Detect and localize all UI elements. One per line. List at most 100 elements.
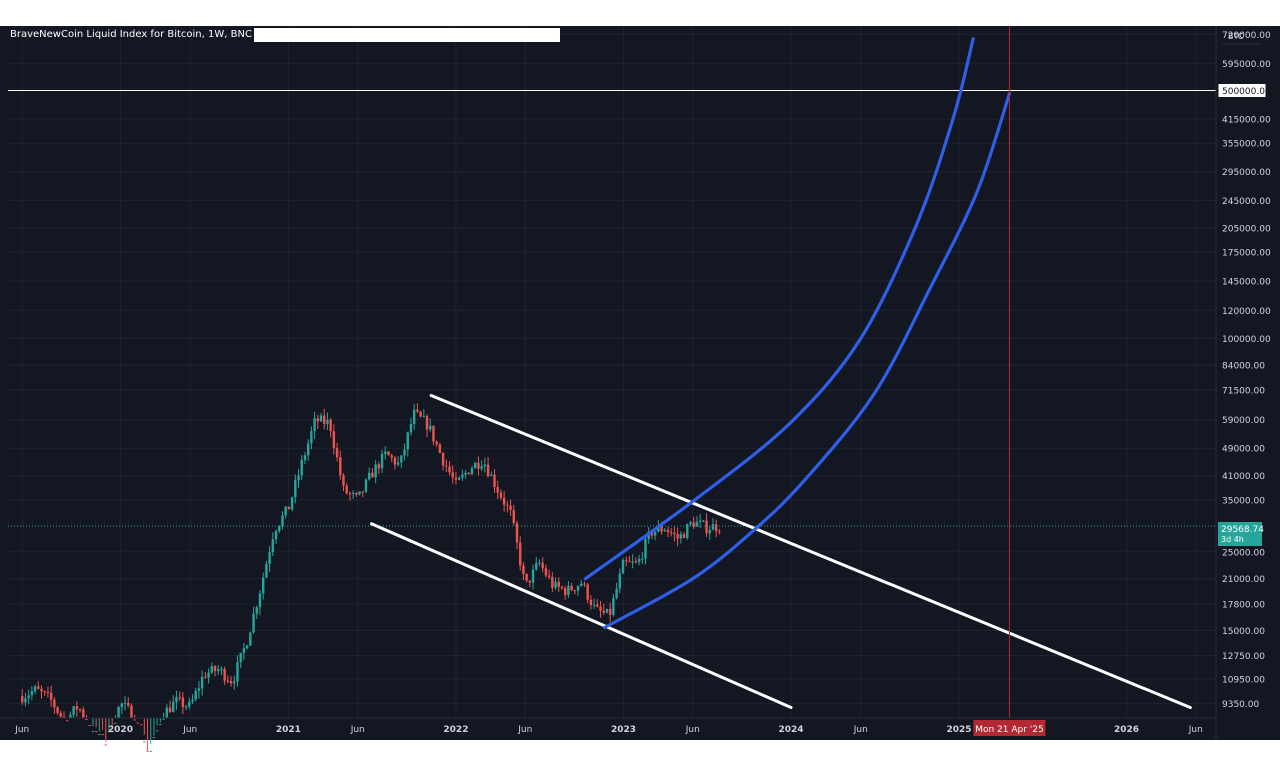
candle-body [496, 487, 499, 493]
candle-body [628, 561, 631, 563]
candle-body [43, 691, 46, 693]
price-tick-label: 84000.00 [1222, 362, 1265, 372]
candle-body [117, 706, 120, 718]
candle-body [612, 598, 615, 615]
candle-body [692, 522, 695, 527]
candle-body [175, 697, 178, 702]
price-tick-label: 100000.00 [1222, 335, 1271, 345]
candle-body [429, 425, 432, 430]
candle-body [618, 573, 622, 589]
candle-body [631, 561, 634, 563]
time-tick-label: Jun [1188, 725, 1203, 735]
time-tick-label: 2022 [443, 725, 468, 735]
price-tick-label: 120000.00 [1222, 307, 1271, 317]
candle-body [422, 416, 426, 418]
price-tick-label: 35000.00 [1222, 497, 1265, 507]
candle-body [306, 443, 310, 456]
candle-body [268, 552, 271, 565]
price-tick-label: 205000.00 [1222, 224, 1271, 234]
candle-body [258, 593, 262, 608]
last-price-box [1218, 522, 1262, 547]
candle-body [220, 668, 223, 670]
candle-body [217, 669, 220, 672]
candle-body [506, 504, 509, 506]
candle-body [409, 424, 413, 433]
time-tick-label: 2024 [778, 725, 803, 735]
candle-body [486, 464, 490, 477]
candle-body [136, 722, 140, 724]
candle-body [316, 418, 320, 422]
candle-body [490, 474, 493, 477]
candle-body [265, 564, 268, 578]
candle-body [419, 411, 422, 417]
candle-body [666, 530, 670, 533]
candle-body [104, 744, 107, 746]
candle-body [406, 432, 409, 450]
candle-body [239, 652, 242, 663]
price-tick-label: 49000.00 [1222, 445, 1265, 455]
candle-body [184, 706, 188, 708]
candle-body [351, 492, 355, 494]
candle-body [249, 632, 252, 646]
candle-body [303, 455, 307, 461]
date-marker-box [973, 720, 1046, 736]
candle-body [679, 534, 683, 539]
time-tick-label: Jun [685, 725, 700, 735]
candle-body [162, 718, 165, 720]
candle-body [698, 520, 702, 522]
candle-body [342, 475, 345, 486]
candle-body [27, 695, 30, 699]
candle-body [538, 562, 541, 564]
price-tick-label: 12750.00 [1222, 652, 1265, 662]
candle-body [583, 583, 586, 585]
candle-body [499, 492, 503, 498]
candle-body [502, 497, 506, 505]
candle-body [274, 531, 278, 540]
candle-body [535, 563, 538, 570]
candle-body [207, 672, 210, 678]
trend-line-channel-bottom [370, 522, 793, 709]
candle-body [615, 588, 618, 599]
candle-body [602, 610, 605, 613]
candle-body [576, 585, 580, 591]
candle-body [313, 418, 316, 432]
candle-body [686, 524, 689, 538]
candle-body [551, 576, 554, 588]
price-tick-label: 71500.00 [1222, 387, 1265, 397]
candle-body [49, 692, 53, 700]
candle-body [319, 415, 323, 422]
candle-body [255, 607, 258, 614]
candle-body [194, 690, 197, 700]
time-tick-label: 2020 [108, 725, 133, 735]
candle-body [515, 523, 519, 543]
candle-body [480, 466, 483, 469]
candle-body [165, 707, 169, 718]
candle-body [355, 492, 358, 495]
candle-body [599, 606, 602, 611]
candle-body [714, 524, 718, 532]
time-tick-label: 2026 [1114, 725, 1139, 735]
time-tick-label: Jun [182, 725, 197, 735]
candle-body [438, 444, 442, 453]
candle-body [364, 479, 368, 492]
time-tick-label: 2023 [611, 725, 636, 735]
price-tick-label: 10950.00 [1222, 675, 1265, 685]
candle-body [573, 590, 577, 592]
price-tick-label: 21000.00 [1222, 575, 1265, 585]
candle-body [46, 691, 50, 693]
candle-body [91, 731, 95, 733]
candle-body [37, 686, 40, 689]
candle-body [474, 462, 477, 469]
candle-body [155, 730, 159, 732]
candle-body [570, 585, 573, 591]
candle-body [695, 521, 699, 527]
candle-body [560, 586, 564, 589]
candle-body [261, 577, 265, 594]
price-tick-label: 245000.00 [1222, 197, 1271, 207]
candle-body [467, 472, 471, 475]
candle-body [634, 561, 638, 563]
candle-body [59, 712, 62, 717]
price-tick-label: 41000.00 [1222, 472, 1265, 482]
